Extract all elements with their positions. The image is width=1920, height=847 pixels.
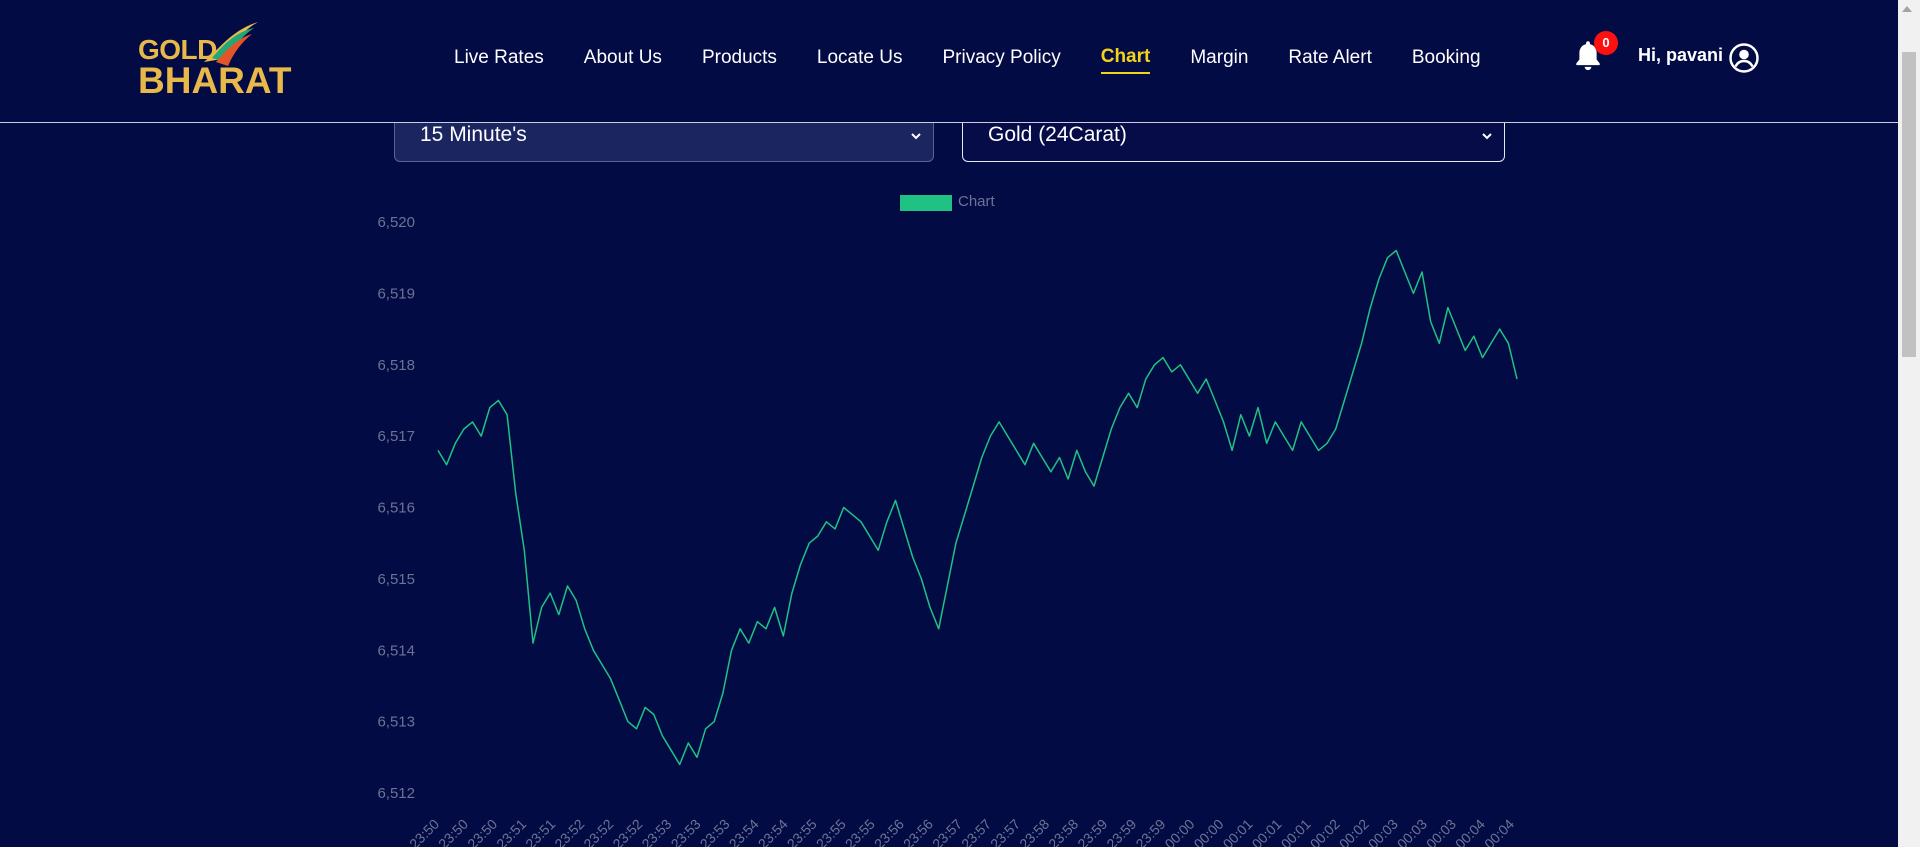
y-tick-label: 6,516 (377, 500, 415, 517)
bell-icon[interactable] (1573, 40, 1603, 72)
nav-products[interactable]: Products (701, 47, 777, 68)
chevron-down-icon (1482, 133, 1492, 140)
y-tick-label: 6,514 (377, 642, 415, 659)
nav-margin[interactable]: Margin (1190, 47, 1249, 68)
metal-selected-value: Gold (24Carat) (988, 123, 1127, 146)
y-tick-label: 6,513 (377, 714, 415, 731)
logo-text-gold: GOLD (138, 34, 217, 65)
main-nav: Live Rates About Us Products Locate Us P… (454, 46, 1521, 74)
logo-text-bharat: BHARAT (138, 60, 292, 101)
notification-count-badge: 0 (1594, 31, 1618, 55)
nav-locate-us[interactable]: Locate Us (816, 47, 903, 68)
scrollbar-thumb[interactable] (1902, 52, 1916, 357)
y-tick-label: 6,517 (377, 428, 415, 445)
legend-swatch[interactable] (900, 195, 952, 211)
nav-live-rates[interactable]: Live Rates (454, 47, 544, 68)
gold-rate-line-chart[interactable]: 6,520 6,519 6,518 6,517 6,516 6,515 6,514 6,513… (375, 185, 1520, 847)
nav-privacy-policy[interactable]: Privacy Policy (942, 47, 1061, 68)
top-navigation-bar: GOLD BHARAT Live Rates About Us Products… (0, 0, 1898, 123)
series-line[interactable] (437, 249, 1518, 766)
nav-about-us[interactable]: About Us (583, 47, 662, 68)
y-tick-label: 6,515 (377, 571, 415, 588)
y-axis: 6,520 6,519 6,518 6,517 6,516 6,515 6,514 6,513… (377, 214, 415, 802)
user-circle-icon[interactable] (1728, 42, 1760, 74)
user-greeting[interactable]: Hi, pavani (1638, 45, 1724, 65)
gold-bharat-logo[interactable]: GOLD BHARAT (138, 18, 298, 102)
nav-booking[interactable]: Booking (1411, 47, 1481, 68)
x-axis: 23:5023:5023:5023:5123:5123:5223:5223:52… (406, 816, 1517, 847)
y-tick-label: 6,512 (377, 785, 415, 802)
nav-chart[interactable]: Chart (1100, 46, 1151, 74)
y-tick-label: 6,520 (377, 214, 415, 231)
legend-label[interactable]: Chart (958, 193, 995, 210)
nav-rate-alert[interactable]: Rate Alert (1288, 47, 1372, 68)
x-tick-label: 00:04 (1481, 816, 1517, 847)
series-layer (437, 249, 1518, 766)
y-tick-label: 6,518 (377, 357, 415, 374)
chevron-down-icon (911, 133, 921, 140)
y-tick-label: 6,519 (377, 285, 415, 302)
interval-selected-value: 15 Minute's (420, 123, 527, 146)
logo-swoosh-icon (204, 22, 258, 66)
scroll-up-arrow-icon[interactable] (1902, 6, 1912, 12)
